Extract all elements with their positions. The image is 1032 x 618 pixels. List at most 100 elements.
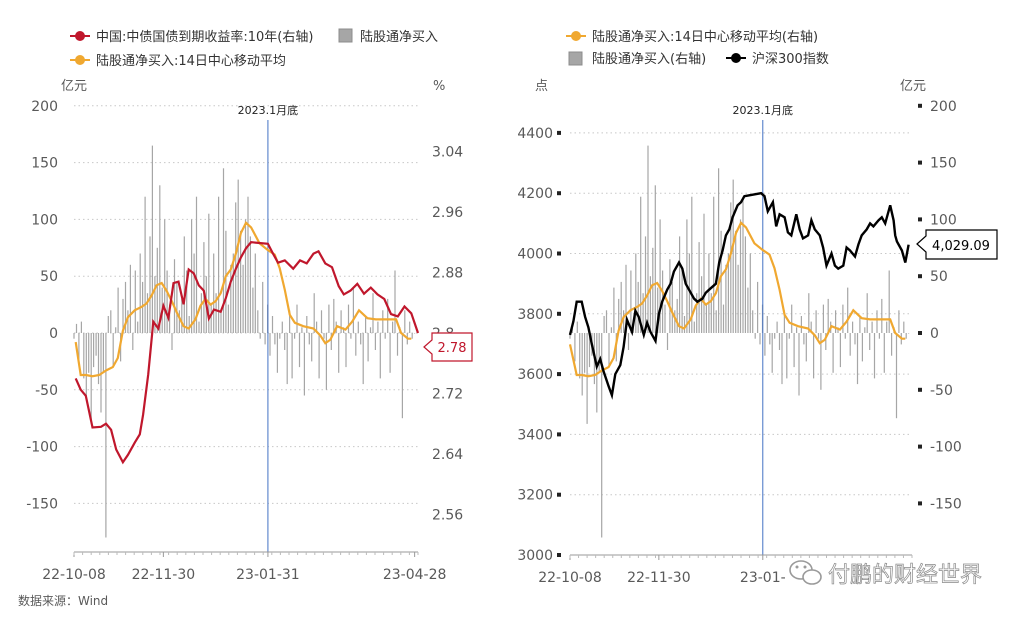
netbuy-bar xyxy=(574,333,576,362)
yaxis-tick-label: 3200 xyxy=(517,488,553,504)
right-yaxis-ticks: 4400 4200 4000 3800 3600 3400 3200 3000 xyxy=(517,126,561,564)
netbuy-bar xyxy=(659,219,661,333)
netbuy-bar xyxy=(576,321,578,333)
netbuy-bar xyxy=(365,316,367,333)
netbuy-bar xyxy=(340,310,342,333)
netbuy-bar xyxy=(657,287,659,333)
netbuy-bar xyxy=(586,333,588,424)
left-yaxis-ticks: 200 150 100 50 0 -50 -100 -150 xyxy=(26,99,58,513)
netbuy-bar xyxy=(903,321,905,333)
netbuy-bar xyxy=(647,145,649,333)
xaxis-tick-label: 23-01-31 xyxy=(236,567,300,583)
left-ma-line xyxy=(74,221,412,378)
netbuy-bar xyxy=(732,179,734,333)
netbuy-bar xyxy=(90,333,92,424)
netbuy-bar xyxy=(308,333,310,345)
netbuy-bar xyxy=(389,333,391,373)
netbuy-bar xyxy=(627,333,630,350)
right-grid xyxy=(570,132,912,556)
netbuy-bar xyxy=(215,293,217,333)
netbuy-bar xyxy=(693,321,695,333)
netbuy-bar xyxy=(286,333,288,385)
netbuy-bar xyxy=(362,333,364,385)
netbuy-bar xyxy=(203,242,205,333)
netbuy-bar xyxy=(122,298,124,333)
legend-netbuy-icon xyxy=(338,28,353,43)
netbuy-bar xyxy=(269,333,271,356)
legend-netbuy2-icon xyxy=(568,51,583,66)
netbuy-bar xyxy=(681,270,683,333)
legend-index-label: 沪深300指数 xyxy=(752,51,829,67)
netbuy-bar xyxy=(613,287,615,333)
netbuy-bar xyxy=(127,310,129,333)
netbuy-bar xyxy=(330,333,332,350)
netbuy-bar xyxy=(262,281,264,333)
yaxis2-tick-label: 200 xyxy=(930,99,957,115)
netbuy-bar xyxy=(284,333,286,350)
yaxis-tick-mark xyxy=(557,191,561,196)
netbuy-bar xyxy=(778,333,781,350)
netbuy-bar xyxy=(151,145,153,333)
netbuy-bar xyxy=(115,327,117,333)
netbuy-bar xyxy=(718,168,720,333)
yaxis-tick-label: 3800 xyxy=(517,307,553,323)
right-legend: 陆股通净买入:14日中心移动平均(右轴) 陆股通净买入(右轴) 沪深300指数 xyxy=(566,29,829,67)
yaxis2-tick-mark xyxy=(918,274,922,279)
netbuy-bar xyxy=(139,253,141,333)
netbuy-bar xyxy=(888,270,890,333)
netbuy-bar xyxy=(842,304,844,333)
netbuy-bar xyxy=(798,333,800,396)
netbuy-bar xyxy=(649,276,651,333)
netbuy-bar xyxy=(817,333,820,339)
yaxis2-tick-mark xyxy=(918,387,922,392)
netbuy-bar xyxy=(316,321,318,333)
left-chart: 中国:中债国债到期收益率:10年(右轴) 陆股通净买入 陆股通净买入:14日中心… xyxy=(26,28,473,583)
netbuy-bar xyxy=(642,293,644,333)
netbuy-bar xyxy=(876,310,878,333)
netbuy-bar xyxy=(864,327,866,333)
watermark: 付鹏的财经世界 xyxy=(789,560,982,588)
netbuy-bar xyxy=(820,333,822,390)
yaxis2-tick-label: -100 xyxy=(930,440,962,456)
netbuy-bar xyxy=(783,310,785,333)
xaxis-tick-label: 23-04-28 xyxy=(383,567,447,583)
netbuy-bar xyxy=(325,333,327,390)
netbuy-bar xyxy=(601,333,603,538)
netbuy-bar xyxy=(298,333,301,368)
netbuy-bar xyxy=(618,298,620,333)
yaxis2-tick-label: 100 xyxy=(930,212,957,228)
netbuy-bar xyxy=(225,230,227,333)
netbuy-bar xyxy=(644,236,647,333)
netbuy-bar xyxy=(369,327,372,333)
netbuy-bar xyxy=(193,253,195,333)
yaxis2-tick-label: 2.56 xyxy=(432,508,463,524)
wechat-icon xyxy=(789,560,822,585)
yaxis2-tick-label: -50 xyxy=(930,383,953,399)
netbuy-bar xyxy=(752,310,754,333)
netbuy-bar xyxy=(244,219,247,333)
netbuy-bar xyxy=(598,333,600,373)
legend-yield-label: 中国:中债国债到期收益率:10年(右轴) xyxy=(96,29,313,45)
netbuy-bar xyxy=(164,219,166,333)
legend-yield-icon xyxy=(75,31,85,41)
yaxis-tick-mark xyxy=(557,372,561,377)
netbuy-bar xyxy=(377,321,379,333)
netbuy-bar xyxy=(296,304,298,333)
netbuy-bar xyxy=(871,321,873,333)
netbuy-bar xyxy=(107,316,109,333)
netbuy-bar xyxy=(881,298,883,333)
netbuy-bar xyxy=(355,333,357,356)
netbuy-bar xyxy=(210,304,212,333)
netbuy-bar xyxy=(725,264,727,333)
netbuy-bar xyxy=(414,333,416,334)
yaxis-tick-label: 3400 xyxy=(517,427,553,443)
yaxis-tick-label: -50 xyxy=(35,383,58,399)
netbuy-bar xyxy=(764,333,766,356)
netbuy-bar xyxy=(873,333,876,379)
netbuy-bar xyxy=(149,236,151,333)
netbuy-bar xyxy=(169,304,171,333)
yaxis-tick-label: 100 xyxy=(31,212,58,228)
yaxis-tick-mark xyxy=(557,553,561,557)
netbuy-bar xyxy=(343,327,345,333)
netbuy-bar xyxy=(620,281,622,333)
